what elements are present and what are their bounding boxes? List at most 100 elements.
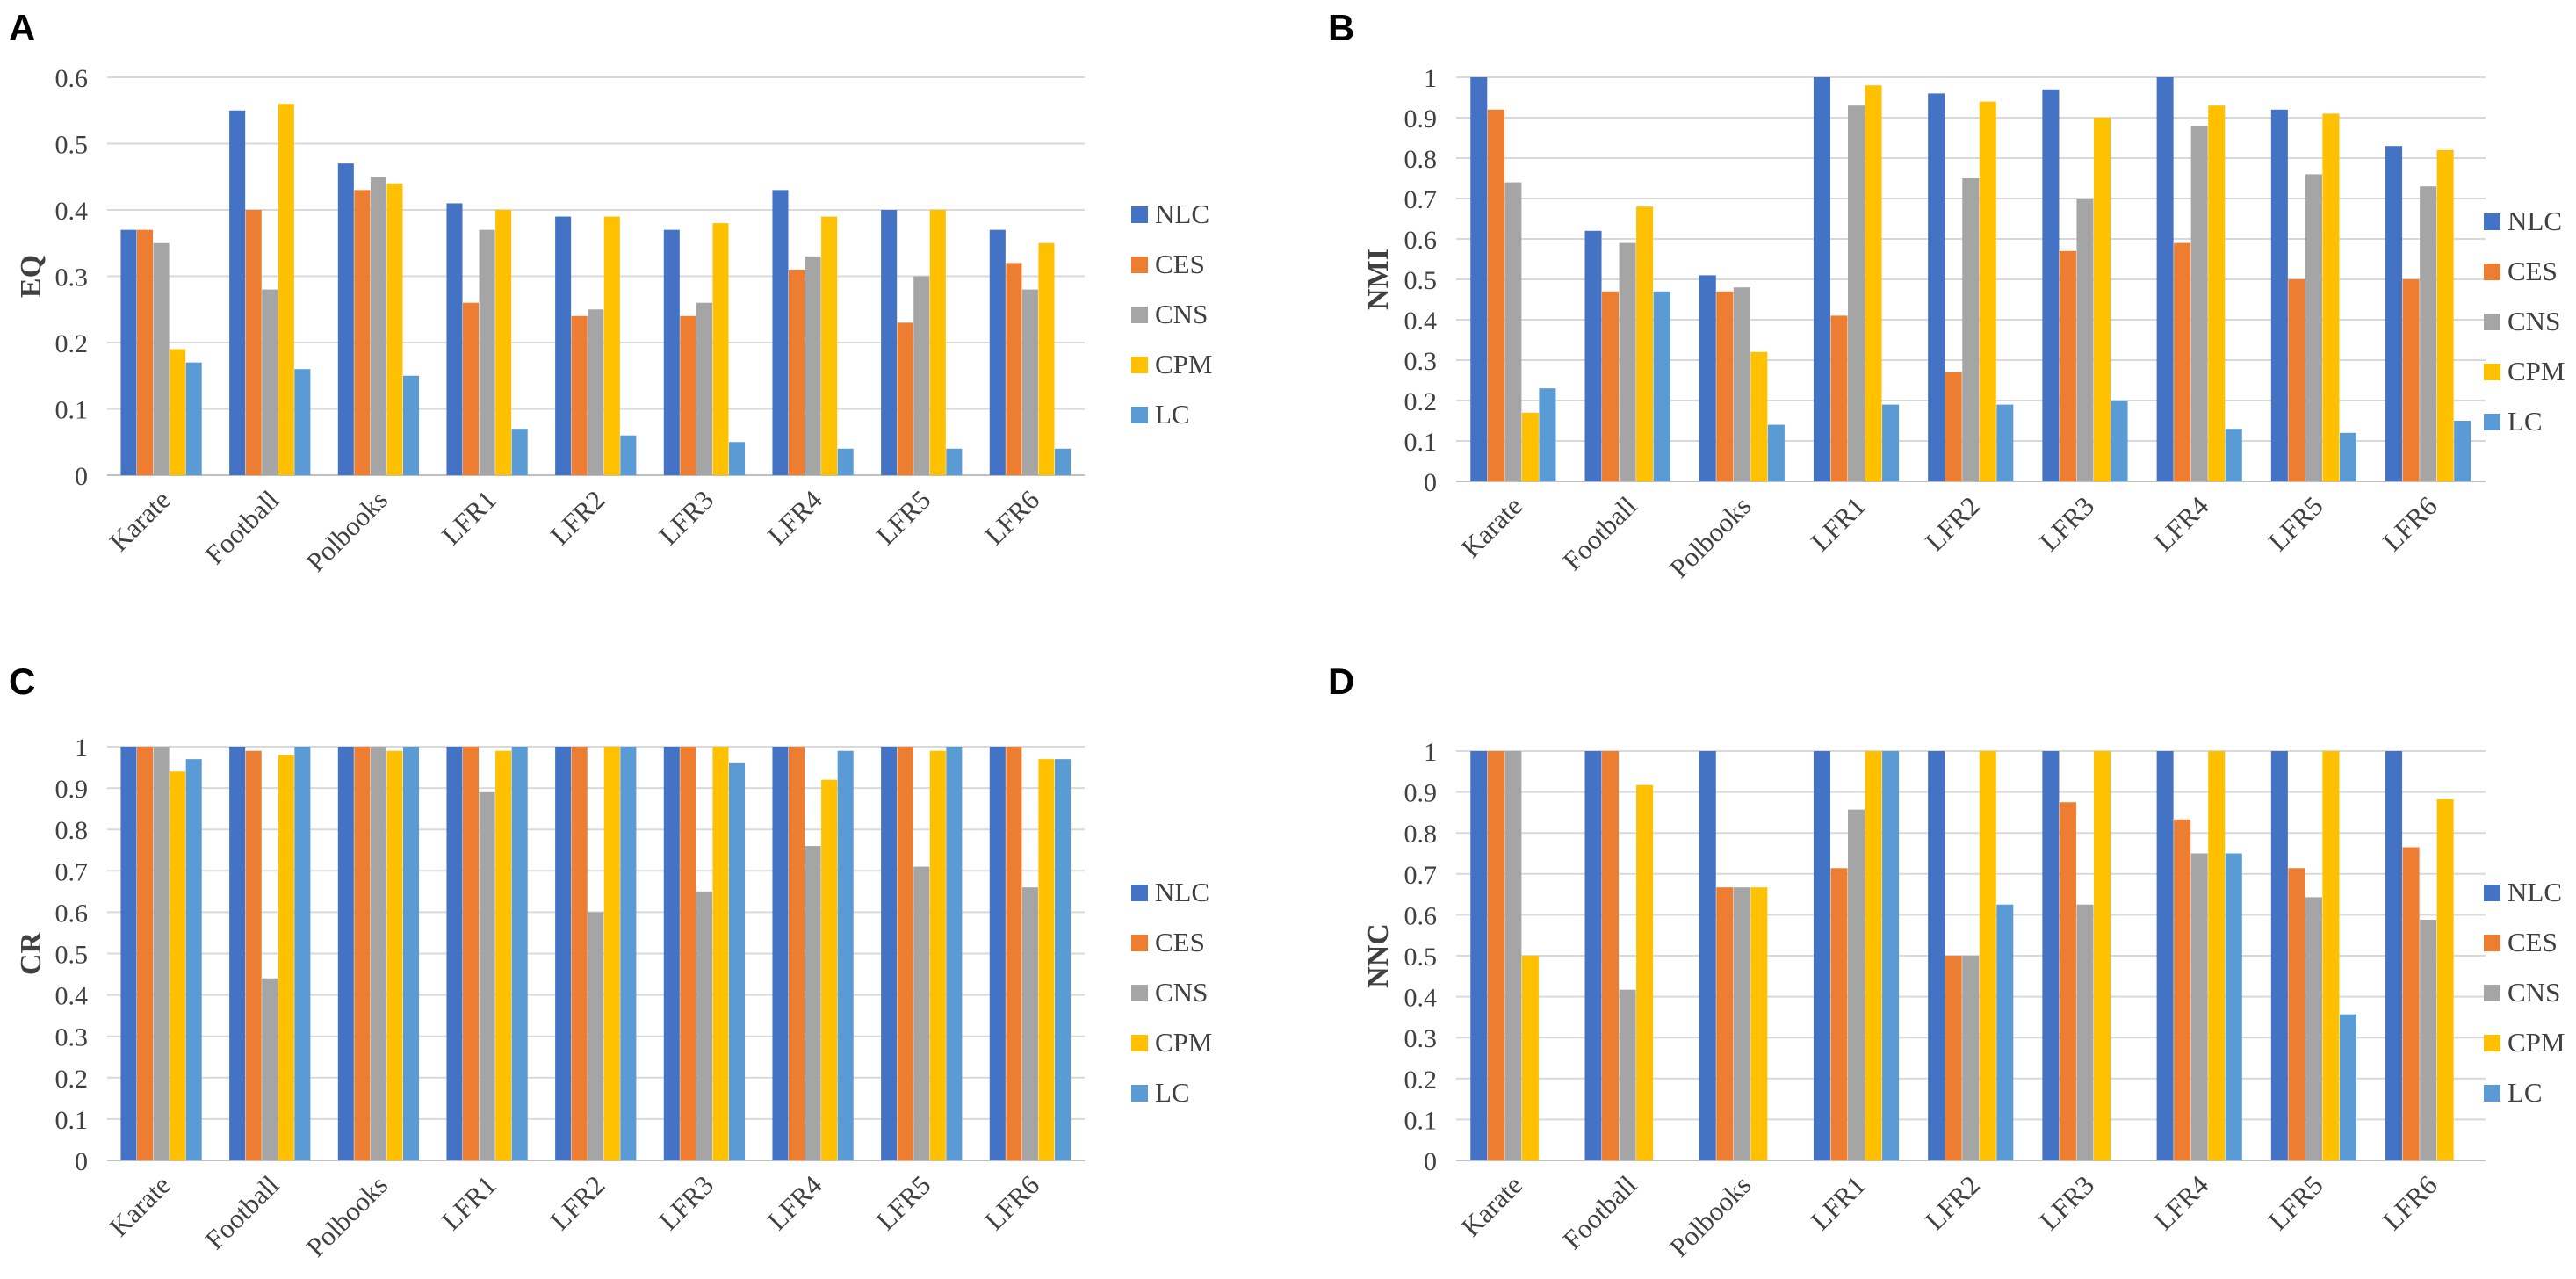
bar-nlc-lfr5 [881,210,898,475]
bar-cns-lfr6 [2420,186,2437,481]
x-tick-label: LFR4 [761,484,828,551]
x-tick-label: LFR6 [2377,1169,2443,1236]
legend-label-ces: CES [2507,256,2558,286]
legend-swatch-cns [1131,985,1148,1001]
bar-ces-lfr5 [2288,279,2305,481]
legend-swatch-lc [2484,414,2500,430]
bar-cns-lfr6 [1021,887,1038,1160]
y-tick-label: 0.5 [55,131,89,160]
legend-label-lc: LC [1155,1077,1190,1108]
bar-lc-polbooks [402,375,420,475]
bar-cns-karate [153,242,170,475]
y-tick-label: 0.2 [1404,1066,1438,1095]
y-tick-label: 0.7 [1404,185,1438,214]
bar-ces-football [1602,751,1620,1160]
y-tick-label: 0.6 [55,899,89,928]
bar-cns-lfr4 [805,256,821,475]
bar-lc-lfr1 [1882,751,1900,1160]
bar-ces-karate [137,747,154,1160]
bar-cns-lfr1 [1848,105,1865,481]
bar-ces-lfr4 [2174,819,2191,1160]
x-tick-label: Polbooks [300,484,393,577]
bar-cpm-karate [170,771,186,1160]
bar-cpm-lfr1 [1865,85,1882,481]
bar-cns-lfr2 [1962,178,1980,481]
y-tick-label: 0 [75,1147,88,1176]
legend-label-lc: LC [1155,399,1190,430]
y-axis-label: NNC [1362,923,1395,988]
legend-label-cpm: CPM [1155,1027,1212,1058]
bar-lc-lfr4 [2225,429,2242,481]
bar-cpm-lfr6 [2436,798,2454,1160]
x-tick-label: Polbooks [1663,1169,1757,1262]
y-tick-label: 0.3 [1404,347,1438,376]
bar-nlc-polbooks [1699,275,1716,481]
bar-ces-lfr5 [897,322,913,475]
legend-label-cns: CNS [1155,977,1208,1008]
x-tick-label: LFR2 [1919,1169,1986,1236]
bar-nlc-lfr3 [663,229,680,475]
bar-ces-lfr5 [897,747,913,1160]
bar-lc-polbooks [402,747,420,1160]
legend-swatch-cpm [1131,357,1148,373]
bar-lc-lfr2 [1996,904,2014,1160]
bar-ces-karate [1487,109,1504,482]
y-axis-label: CR [15,932,47,976]
bar-lc-lfr2 [1996,404,2014,481]
y-tick-label: 0.7 [55,857,89,886]
legend-label-nlc: NLC [2507,877,2562,907]
x-tick-label: LFR2 [1919,490,1986,557]
panel-letter: D [1328,661,1354,702]
x-tick-label: LFR6 [978,1169,1045,1236]
x-tick-label: LFR6 [2377,490,2443,557]
legend-swatch-nlc [2484,213,2500,230]
bar-lc-lfr5 [946,448,963,475]
y-tick-label: 0.4 [1404,307,1438,336]
y-tick-label: 0.4 [55,197,89,226]
bar-cns-polbooks [370,747,386,1160]
bar-cns-polbooks [1733,287,1750,481]
x-tick-label: LFR4 [2147,1169,2214,1236]
bar-ces-lfr6 [2402,279,2420,481]
y-tick-label: 0.5 [1404,266,1438,295]
y-tick-label: 0.9 [55,775,89,804]
bar-nlc-lfr5 [2270,751,2288,1160]
y-tick-label: 0.1 [55,396,89,425]
x-tick-label: Karate [104,1169,177,1242]
bar-cpm-lfr3 [712,223,729,475]
legend-swatch-cpm [2484,1035,2500,1051]
legend-label-nlc: NLC [2507,206,2562,236]
y-tick-label: 0.2 [55,1065,89,1094]
bar-ces-polbooks [1716,887,1734,1160]
legend-label-cpm: CPM [2507,356,2565,387]
bar-cpm-polbooks [386,750,403,1160]
bar-lc-lfr2 [620,435,637,475]
x-tick-label: LFR2 [545,484,611,551]
bar-ces-lfr5 [2288,868,2305,1160]
y-tick-label: 0.2 [55,329,89,358]
x-tick-label: Karate [1455,490,1528,563]
bar-nlc-lfr6 [2385,751,2403,1160]
legend-label-lc: LC [2507,1077,2543,1108]
bar-cpm-karate [170,349,186,475]
x-tick-label: LFR1 [436,1169,502,1236]
y-tick-label: 0.4 [1404,984,1438,1013]
bar-cns-karate [153,747,170,1160]
y-tick-label: 0.8 [1404,145,1438,174]
legend-label-cns: CNS [2507,977,2560,1008]
legend: NLC CES CNS CPM LC [1131,199,1212,430]
bar-cns-lfr3 [2076,199,2094,481]
bar-ces-polbooks [354,747,371,1160]
bar-nlc-lfr5 [881,747,898,1160]
bar-lc-lfr1 [511,429,528,475]
bar-cns-lfr5 [913,276,930,475]
y-axis-label: NMI [1362,249,1395,310]
bar-ces-polbooks [1716,291,1734,481]
bar-ces-karate [1487,751,1504,1160]
bar-nlc-football [1584,751,1602,1160]
bar-cns-lfr1 [1848,809,1865,1160]
x-tick-label: LFR5 [2262,1169,2329,1236]
bar-cpm-lfr5 [929,210,946,475]
chart-panel-d: D 0 0.1 0.2 0.3 0.4 0.5 0.6 0.7 0.8 0.9 1 NNC Karate F… [1328,661,2565,1263]
bar-cns-polbooks [370,177,386,475]
